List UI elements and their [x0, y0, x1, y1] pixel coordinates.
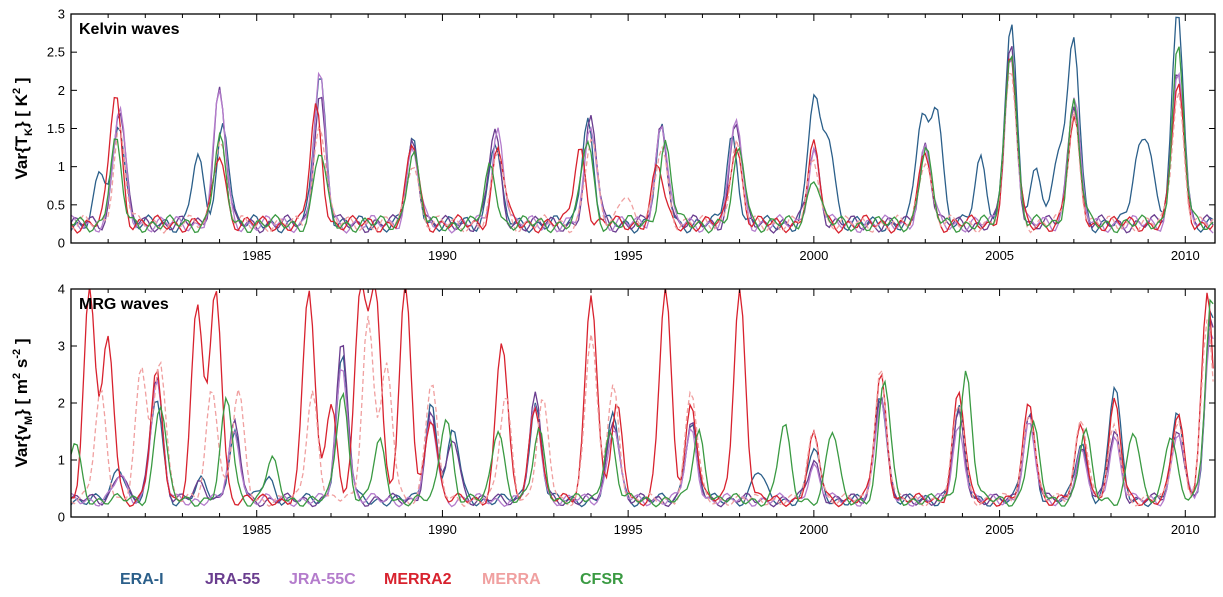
- mrg-panel: 1985 1990 1995 2000 2005 2010 0 1 2 3 4 MRG waves Va…: [11, 282, 1216, 537]
- x-tick-label: 1990: [428, 248, 457, 263]
- x-tick-label: 1985: [242, 522, 271, 537]
- kelvin-panel: 1985 1990 1995 2000 2005 2010 0 0.5 1 1.5 2 2.5 3 Kel…: [11, 7, 1216, 263]
- series-jra-55c: [71, 331, 1214, 508]
- legend-cfsr: CFSR: [580, 571, 624, 588]
- y-axis-label-part: s: [12, 359, 31, 373]
- y-axis-label: Var{vM} [ m2 s-2 ]: [11, 338, 35, 467]
- y-tick-label: 2: [58, 83, 65, 98]
- series-merra: [71, 72, 1214, 234]
- y-axis-label-part: Var{T: [12, 135, 31, 179]
- y-tick-label: 0: [58, 510, 65, 525]
- y-axis-label-part: ]: [12, 78, 31, 88]
- panel-title: MRG waves: [79, 296, 169, 313]
- y-tick-label: 2: [58, 396, 65, 411]
- legend-merra2: MERRA2: [384, 571, 452, 588]
- y-tick-label: 2.5: [47, 45, 65, 60]
- figure: 1985 1990 1995 2000 2005 2010 0 0.5 1 1.5 2 2.5 3 Kel…: [11, 7, 1216, 537]
- series-jra-55c: [71, 58, 1214, 234]
- y-tick-label: 3: [58, 339, 65, 354]
- x-tick-label: 2010: [1171, 248, 1200, 263]
- x-tick-label: 2000: [799, 248, 828, 263]
- y-tick-label: 0: [58, 236, 65, 251]
- panel-title: Kelvin waves: [79, 21, 180, 38]
- series-merra: [71, 315, 1214, 508]
- x-tick-label: 2005: [985, 248, 1014, 263]
- y-tick-label: 4: [58, 282, 65, 297]
- series-era-i: [71, 16, 1214, 234]
- series-cfsr: [71, 46, 1214, 234]
- y-axis-label-part: } [ K: [12, 93, 31, 128]
- legend-era-i: ERA-I: [120, 571, 164, 588]
- x-tick-label: 2005: [985, 522, 1014, 537]
- y-tick-label: 1.5: [47, 121, 65, 136]
- legend-merra: MERRA: [482, 571, 541, 588]
- plot-frame: [70, 13, 1216, 244]
- y-axis-label-part: Var{v: [12, 424, 31, 467]
- x-tick-label: 1990: [428, 522, 457, 537]
- legend: ERA-I JRA-55 JRA-55C MERRA2 MERRA CFSR: [0, 571, 1223, 593]
- y-axis-label-part: M: [23, 416, 35, 425]
- x-tick-label: 2010: [1171, 522, 1200, 537]
- x-tick-label: 1995: [614, 248, 643, 263]
- y-tick-label: 0.5: [47, 197, 65, 212]
- x-tick-label: 1995: [614, 522, 643, 537]
- y-axis-label-part: ]: [12, 338, 31, 348]
- x-tick-label: 2000: [799, 522, 828, 537]
- legend-jra-55c: JRA-55C: [289, 571, 356, 588]
- series-merra2: [71, 289, 1214, 508]
- y-axis-label-part: 2: [11, 88, 23, 94]
- series-jra-55: [71, 46, 1214, 234]
- x-tick-label: 1985: [242, 248, 271, 263]
- y-tick-label: 1: [58, 159, 65, 174]
- y-tick-label: 3: [58, 7, 65, 22]
- y-axis-label-part: } [ m: [12, 379, 31, 416]
- y-tick-label: 1: [58, 453, 65, 468]
- y-axis-label: Var{TK} [ K2 ]: [11, 78, 35, 180]
- y-axis-label-part: 2: [11, 373, 23, 379]
- series-cfsr: [71, 298, 1214, 508]
- series-merra2: [71, 58, 1214, 234]
- y-axis-label-part: -2: [11, 349, 23, 359]
- y-axis-label-part: K: [23, 128, 35, 136]
- legend-jra-55: JRA-55: [205, 571, 261, 588]
